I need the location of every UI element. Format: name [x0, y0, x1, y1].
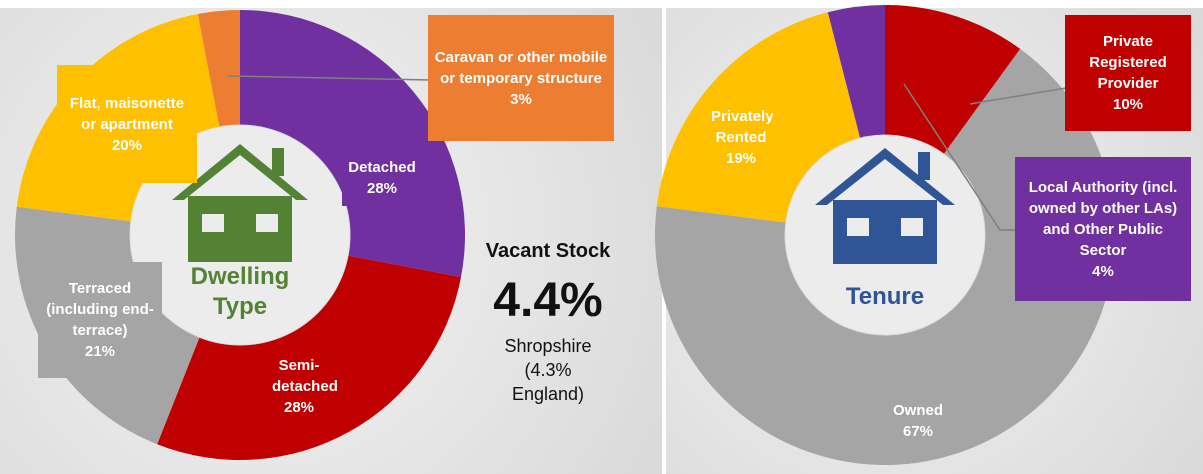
vacant-title: Vacant Stock [485, 240, 611, 262]
slice [827, 5, 885, 139]
vacant-stock: Vacant Stock 4.4% Shropshire (4.3% Engla… [478, 240, 618, 406]
data-label: Privately Rented 19% [705, 95, 777, 179]
label-category: Detached [348, 159, 416, 176]
label-category: Owned [892, 402, 943, 419]
slice [197, 10, 240, 127]
slice [655, 48, 1115, 465]
data-label: Local Authority (incl. owned by other LA… [1015, 157, 1191, 301]
label-value: 67% [902, 423, 934, 440]
label-value: 21% [84, 343, 116, 360]
slice [885, 5, 1021, 155]
center-label: Tenure [845, 283, 925, 310]
data-label: Detached 28% [342, 150, 422, 206]
data-label: Flat, maisonette or apartment 20% [57, 65, 197, 183]
label-category: Caravan or other mobile or temporary str… [434, 48, 608, 87]
leader-line [227, 75, 431, 81]
house-icon [815, 148, 955, 264]
house-icon [172, 144, 308, 262]
data-label: Caravan or other mobile or temporary str… [428, 15, 614, 141]
label-value: 4% [1092, 262, 1114, 280]
vacant-note: Shropshire (4.3% England) [504, 336, 592, 404]
vacant-value: 4.4% [493, 274, 603, 327]
data-label: Owned 67% [880, 392, 956, 450]
leader-line [969, 87, 1067, 105]
label-value: 20% [111, 136, 143, 154]
data-label: Semi-detached 28% [266, 345, 338, 427]
label-category: Privately Rented [711, 107, 774, 146]
label-value: 10% [1112, 96, 1144, 113]
label-category: Local Authority (incl. owned by other LA… [1028, 178, 1178, 259]
leader-line [903, 83, 1016, 231]
label-value: 28% [366, 180, 398, 197]
center-label: Dwelling Type [190, 263, 290, 320]
label-value: 28% [283, 398, 315, 416]
label-value: 3% [510, 90, 532, 108]
label-category: Private Registered Provider [1089, 33, 1167, 92]
data-label: Private Registered Provider 10% [1065, 15, 1191, 131]
label-category: Semi-detached [272, 356, 338, 395]
label-value: 19% [725, 149, 757, 167]
label-category: Terraced (including end-terrace) [46, 280, 154, 339]
data-label: Terraced (including end-terrace) 21% [38, 262, 162, 378]
label-category: Flat, maisonette or apartment [69, 94, 185, 133]
